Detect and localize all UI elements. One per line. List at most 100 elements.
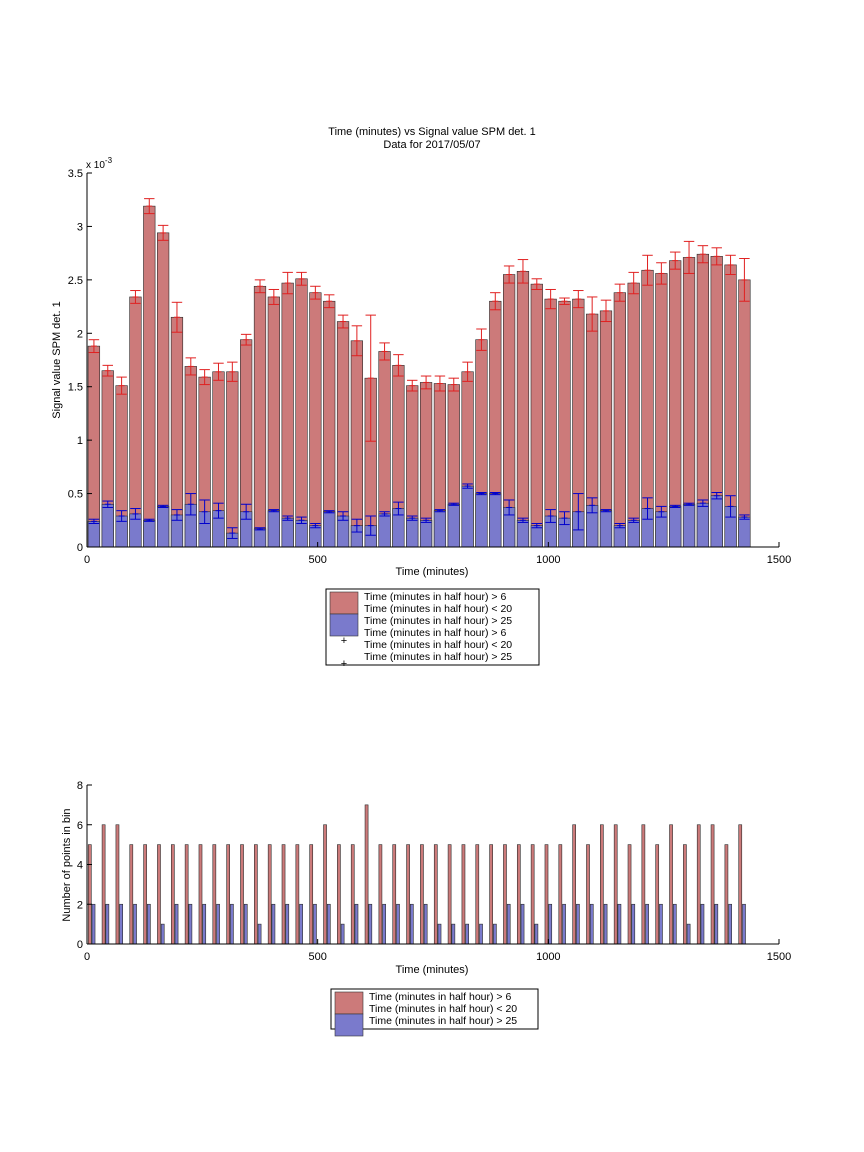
series-b-errorbars: [88, 483, 750, 539]
legend-entry: Time (minutes in half hour) > 25: [369, 1015, 517, 1027]
bar: [378, 513, 391, 548]
bar: [212, 844, 217, 945]
bar: [423, 903, 428, 945]
series-b-bars: [87, 485, 751, 548]
bar: [631, 903, 636, 945]
bar: [475, 493, 488, 548]
bar: [243, 903, 248, 945]
y-tick-label: 3.5: [68, 168, 83, 180]
bar: [599, 510, 613, 548]
bar: [530, 525, 543, 548]
bar: [645, 903, 649, 945]
bar: [572, 824, 576, 945]
bar: [230, 903, 234, 945]
legend-swatch-series-a: [329, 591, 359, 615]
y-axis-label: Signal value SPM det. 1: [51, 301, 63, 418]
bar: [714, 903, 719, 945]
bar: [742, 903, 746, 945]
legend-marker-series-a: +: [341, 635, 347, 647]
bar: [295, 278, 308, 548]
bar: [710, 495, 723, 548]
bar: [686, 923, 691, 945]
legend-marker-series-b: +: [341, 658, 347, 670]
bar: [309, 525, 322, 548]
x-tick-label: 1500: [767, 554, 791, 566]
y-tick-label: 1: [77, 435, 83, 447]
bar: [479, 923, 483, 945]
bar: [382, 903, 386, 945]
bar: [696, 824, 701, 945]
bar: [489, 493, 502, 548]
bar: [613, 824, 618, 945]
bar: [188, 903, 193, 945]
bar: [350, 844, 355, 945]
bar: [406, 517, 419, 548]
bar: [700, 903, 705, 945]
legend-entry: Time (minutes in half hour) > 6: [364, 591, 506, 603]
count-chart: 0 500 1000 1500 0 2 4 6 8 Time (minutes) Number …: [61, 780, 791, 1037]
signal-chart: Time (minutes) vs Signal value SPM det. …: [51, 126, 791, 670]
bar: [323, 824, 327, 945]
y-tick-label: 0: [77, 939, 83, 951]
x-tick-label: 1000: [536, 951, 560, 963]
bar: [433, 844, 438, 945]
bar: [728, 903, 732, 945]
bar: [309, 292, 322, 548]
bar: [433, 510, 447, 548]
bar: [600, 824, 604, 945]
bar: [354, 903, 359, 945]
bar: [461, 485, 474, 548]
bar: [696, 502, 709, 548]
bar: [516, 271, 530, 548]
bar: [724, 844, 729, 945]
y-tick-label: 2.5: [68, 275, 83, 287]
bar: [350, 340, 363, 548]
bar: [157, 232, 170, 548]
y-tick-label: 6: [77, 820, 83, 832]
bar: [683, 844, 687, 945]
x-tick-label: 500: [308, 554, 326, 566]
bar: [493, 923, 497, 945]
bar: [216, 903, 220, 945]
bar: [710, 824, 715, 945]
bar: [281, 282, 294, 548]
bar: [267, 844, 272, 945]
bar: [157, 506, 170, 548]
bar: [420, 844, 424, 945]
axes: 0 500 1000 1500 0 2 4 6 8: [77, 780, 791, 963]
bar: [101, 824, 106, 945]
bar: [364, 804, 369, 945]
bar: [101, 503, 114, 548]
legend: Time (minutes in half hour) > 6 Time (min…: [330, 988, 539, 1037]
bar: [326, 903, 331, 945]
bar: [682, 503, 696, 548]
bar: [133, 903, 137, 945]
bar: [465, 923, 470, 945]
bar: [461, 844, 466, 945]
legend-entry: Time (minutes in half hour) < 20: [364, 603, 512, 615]
bar: [516, 844, 521, 945]
bar: [271, 903, 276, 945]
bar: [313, 903, 317, 945]
bar: [506, 903, 511, 945]
bar: [503, 844, 507, 945]
bar: [105, 903, 110, 945]
bar: [627, 519, 640, 548]
legend-swatch-series-b: [334, 1013, 364, 1037]
y-tick-label: 0: [77, 542, 83, 554]
y-axis-label: Number of points in bin: [61, 808, 73, 921]
legend-entry: Time (minutes in half hour) > 6: [369, 991, 511, 1003]
bar: [451, 923, 456, 945]
bar: [253, 285, 267, 548]
series-a-bars: [87, 205, 751, 548]
bar: [520, 903, 525, 945]
bar: [129, 844, 134, 945]
bar: [419, 519, 433, 548]
legend-entry: Time (minutes in half hour) > 6: [364, 627, 506, 639]
bar: [516, 519, 530, 548]
bar: [340, 923, 345, 945]
bar: [738, 279, 751, 548]
legend-entry: Time (minutes in half hour) > 25: [364, 651, 512, 663]
bar: [119, 903, 124, 945]
